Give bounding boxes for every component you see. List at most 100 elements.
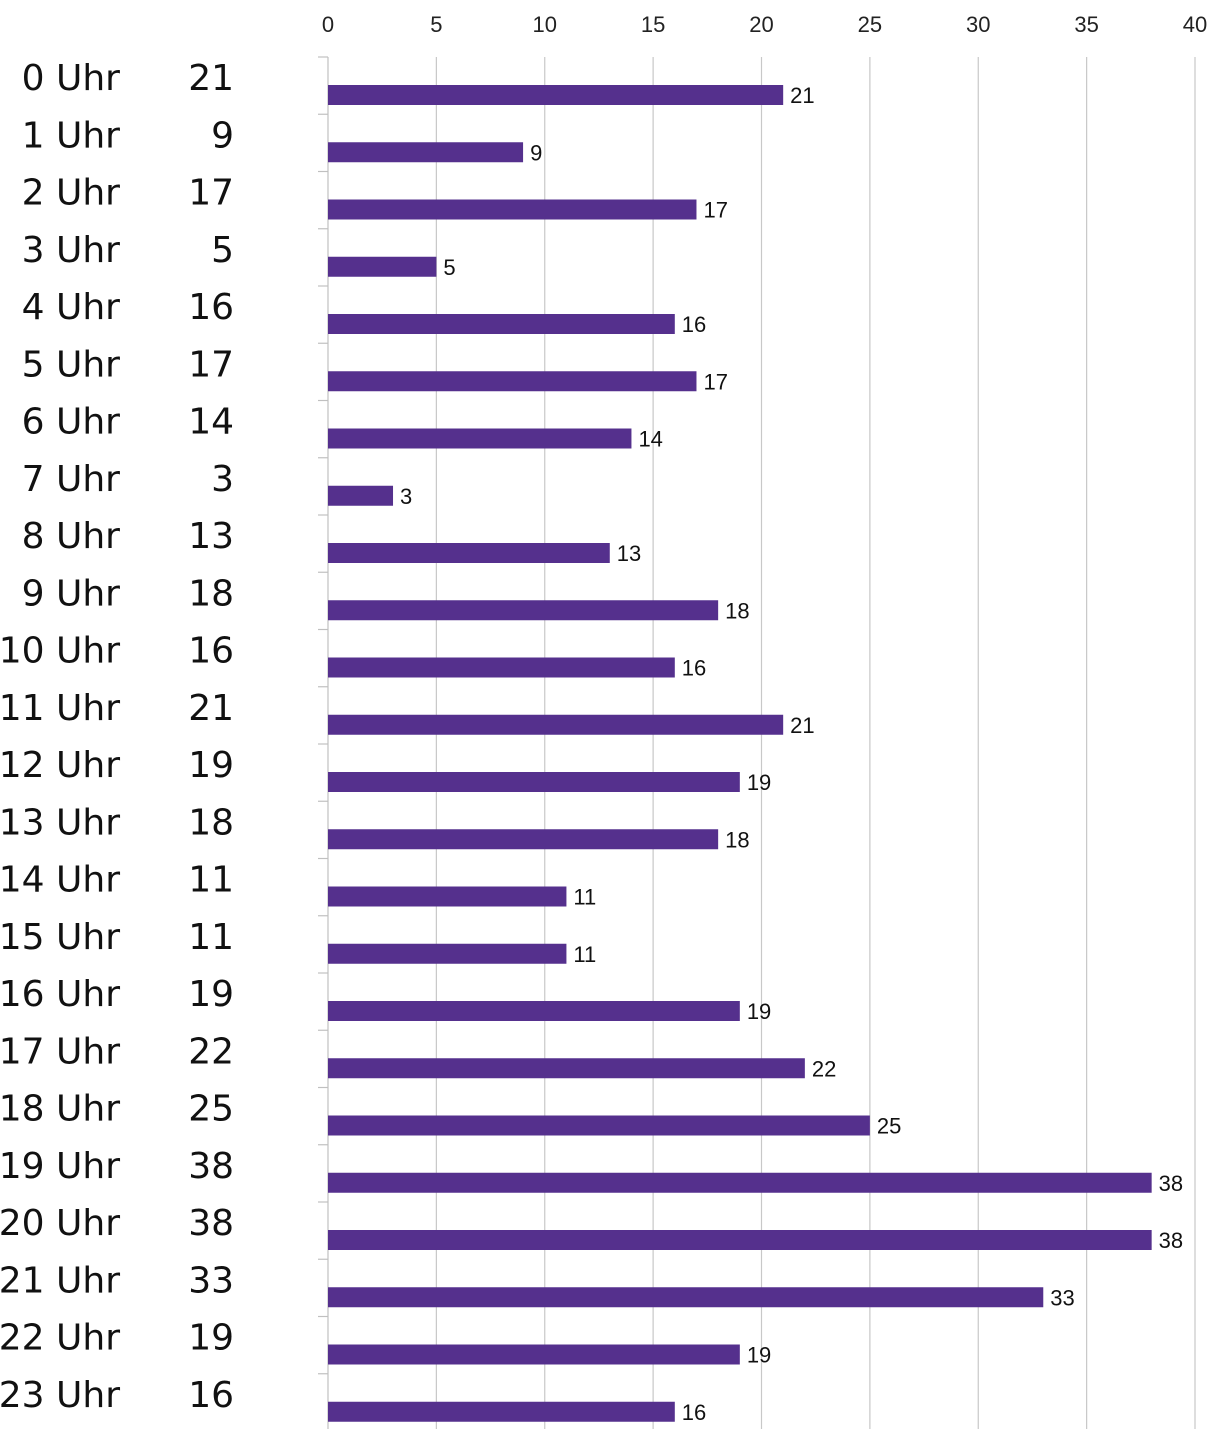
bars	[328, 85, 1152, 1422]
category-value-label: 25	[188, 1089, 234, 1130]
bar	[328, 543, 610, 563]
x-tick-label: 15	[641, 12, 665, 37]
data-label: 17	[703, 369, 727, 394]
data-label: 17	[703, 198, 727, 223]
category-value-label: 21	[188, 688, 234, 729]
category-label: 21 Uhr	[0, 1260, 120, 1301]
category-value-label: 11	[188, 917, 234, 958]
bar	[328, 314, 675, 334]
bar	[328, 943, 567, 964]
bar	[328, 1001, 740, 1021]
category-label: 5 Uhr	[22, 344, 121, 385]
data-label: 18	[725, 827, 749, 852]
category-value-label: 18	[188, 802, 234, 843]
category-label: 17 Uhr	[0, 1031, 120, 1072]
data-label: 3	[400, 484, 412, 509]
category-label: 9 Uhr	[22, 573, 121, 614]
bar	[328, 714, 784, 735]
bar	[328, 199, 697, 220]
category-label: 8 Uhr	[22, 516, 121, 557]
x-tick-label: 20	[749, 12, 773, 37]
category-value-label: 17	[188, 344, 234, 385]
data-label: 19	[747, 1343, 771, 1368]
x-tick-labels: 0 5 10 15 20 25 30 35 40	[322, 12, 1207, 37]
category-label: 1 Uhr	[22, 115, 121, 156]
data-label: 21	[790, 713, 814, 738]
category-label: 4 Uhr	[22, 287, 121, 328]
category-label: 13 Uhr	[0, 802, 120, 843]
x-tick-label: 5	[430, 12, 442, 37]
data-label: 22	[812, 1056, 836, 1081]
bar	[328, 85, 784, 105]
data-label: 11	[573, 885, 596, 910]
bar	[328, 600, 719, 621]
data-label: 21	[790, 83, 814, 108]
category-label: 20 Uhr	[0, 1203, 120, 1244]
category-label: 19 Uhr	[0, 1146, 120, 1187]
category-value-label: 17	[188, 173, 234, 214]
category-value-label: 38	[188, 1203, 234, 1244]
bar	[328, 256, 437, 277]
data-label: 19	[747, 999, 771, 1024]
category-value-label: 16	[188, 631, 234, 672]
category-label: 7 Uhr	[22, 459, 121, 500]
category-label: 16 Uhr	[0, 974, 120, 1015]
data-label: 16	[682, 312, 706, 337]
category-value-label: 9	[211, 115, 234, 156]
bar	[328, 1401, 675, 1422]
bar	[328, 485, 394, 506]
category-value-label: 18	[188, 573, 234, 614]
data-label: 38	[1159, 1171, 1183, 1196]
data-label: 9	[530, 140, 542, 165]
x-tick-label: 30	[966, 12, 990, 37]
data-label: 14	[638, 427, 662, 452]
category-value-label: 14	[188, 402, 234, 443]
bar	[328, 1287, 1044, 1308]
category-value-label: 16	[188, 1375, 234, 1416]
category-value-label: 22	[188, 1031, 234, 1072]
bar	[328, 1230, 1152, 1250]
x-tick-label: 0	[322, 12, 334, 37]
data-label: 16	[682, 656, 706, 681]
data-label: 33	[1050, 1285, 1074, 1310]
data-label: 25	[877, 1114, 901, 1139]
category-value-label: 19	[188, 745, 234, 786]
category-label: 22 Uhr	[0, 1318, 120, 1359]
category-label: 0 Uhr	[22, 58, 121, 99]
category-label: 12 Uhr	[0, 745, 120, 786]
x-tick-label: 35	[1074, 12, 1098, 37]
category-value-label: 33	[188, 1260, 234, 1301]
bar	[328, 1172, 1152, 1193]
category-label: 2 Uhr	[22, 173, 121, 214]
category-value-label: 21	[188, 58, 234, 99]
category-value-label: 38	[188, 1146, 234, 1187]
x-tick-label: 10	[533, 12, 557, 37]
category-value-label: 11	[188, 860, 234, 901]
category-value-label: 19	[188, 1318, 234, 1359]
data-label: 18	[725, 598, 749, 623]
category-label: 18 Uhr	[0, 1089, 120, 1130]
bar	[328, 1344, 740, 1365]
category-label: 10 Uhr	[0, 631, 120, 672]
bar	[328, 1058, 805, 1079]
bar	[328, 1115, 870, 1136]
bar	[328, 829, 719, 850]
x-tick-label: 25	[858, 12, 882, 37]
row-labels: 0 Uhr 21 1 Uhr 9 2 Uhr 17 3 Uhr 5 4 Uhr 16 5 Uhr 17…	[0, 58, 234, 1416]
category-value-label: 19	[188, 974, 234, 1015]
category-value-label: 13	[188, 516, 234, 557]
bar	[328, 886, 567, 907]
bar	[328, 371, 697, 392]
x-tick-label: 40	[1183, 12, 1207, 37]
category-value-label: 16	[188, 287, 234, 328]
grid-layer	[318, 56, 1196, 1429]
bar	[328, 657, 675, 678]
bar	[328, 428, 632, 449]
category-value-label: 3	[211, 459, 234, 500]
data-label: 13	[617, 541, 641, 566]
data-label: 11	[573, 942, 596, 967]
data-label: 5	[443, 255, 455, 280]
data-label: 16	[682, 1400, 706, 1425]
